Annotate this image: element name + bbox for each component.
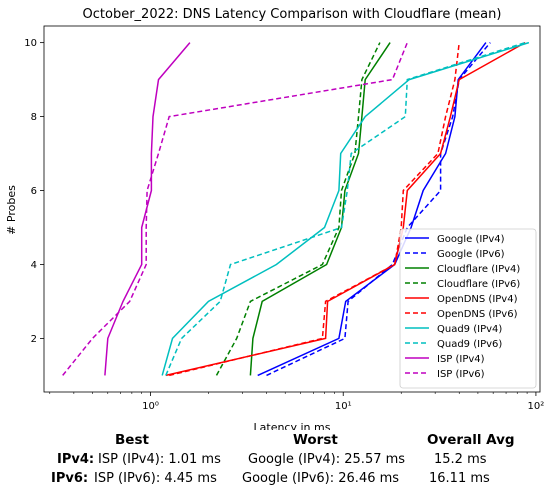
- ipv6-worst: Google (IPv6): 26.46 ms: [242, 471, 399, 486]
- legend-label: OpenDNS (IPv4): [437, 294, 518, 305]
- ipv4-overall: 15.2 ms: [434, 452, 487, 467]
- legend-label: Quad9 (IPv6): [437, 339, 502, 350]
- series-cloudflare-ipv4-line: [250, 43, 390, 376]
- y-tick-label: 4: [31, 260, 37, 271]
- legend-label: Google (IPv4): [437, 234, 505, 245]
- legend-label: ISP (IPv4): [437, 354, 485, 365]
- latency-chart: October_2022: DNS Latency Comparison wit…: [0, 0, 548, 430]
- legend-label: Google (IPv6): [437, 249, 505, 260]
- chart-title: October_2022: DNS Latency Comparison wit…: [83, 7, 502, 22]
- x-tick-label: 10¹: [335, 401, 352, 412]
- ipv6-best: ISP (IPv6): 4.45 ms: [94, 471, 217, 486]
- worst-header: Worst: [293, 432, 338, 448]
- legend-label: OpenDNS (IPv6): [437, 309, 518, 320]
- x-tick-label: 10²: [528, 401, 545, 412]
- y-tick-label: 10: [24, 38, 37, 49]
- y-axis-label: # Probes: [5, 185, 18, 235]
- ipv4-label: IPv4:: [57, 452, 94, 467]
- summary-table: Best Worst Overall Avg IPv4: ISP (IPv4):…: [0, 428, 548, 496]
- legend-label: Cloudflare (IPv6): [437, 279, 520, 290]
- y-tick-label: 8: [31, 112, 37, 123]
- series-isp-ipv6-line: [63, 43, 408, 376]
- ipv4-best: ISP (IPv4): 1.01 ms: [98, 452, 221, 467]
- legend-label: Cloudflare (IPv4): [437, 264, 520, 275]
- y-tick-label: 2: [31, 334, 37, 345]
- ipv6-overall: 16.11 ms: [429, 471, 490, 486]
- ipv4-worst: Google (IPv4): 25.57 ms: [248, 452, 405, 467]
- legend-label: ISP (IPv6): [437, 369, 485, 380]
- x-tick-label: 10⁰: [142, 401, 159, 412]
- best-header: Best: [115, 432, 149, 448]
- legend: Google (IPv4) Google (IPv6) Cloudflare (IP…: [400, 229, 536, 388]
- ipv6-label: IPv6:: [51, 471, 88, 486]
- overall-header: Overall Avg: [427, 432, 515, 448]
- legend-label: Quad9 (IPv4): [437, 324, 502, 335]
- series-cloudflare-ipv6-line: [217, 43, 380, 376]
- y-tick-label: 6: [31, 186, 37, 197]
